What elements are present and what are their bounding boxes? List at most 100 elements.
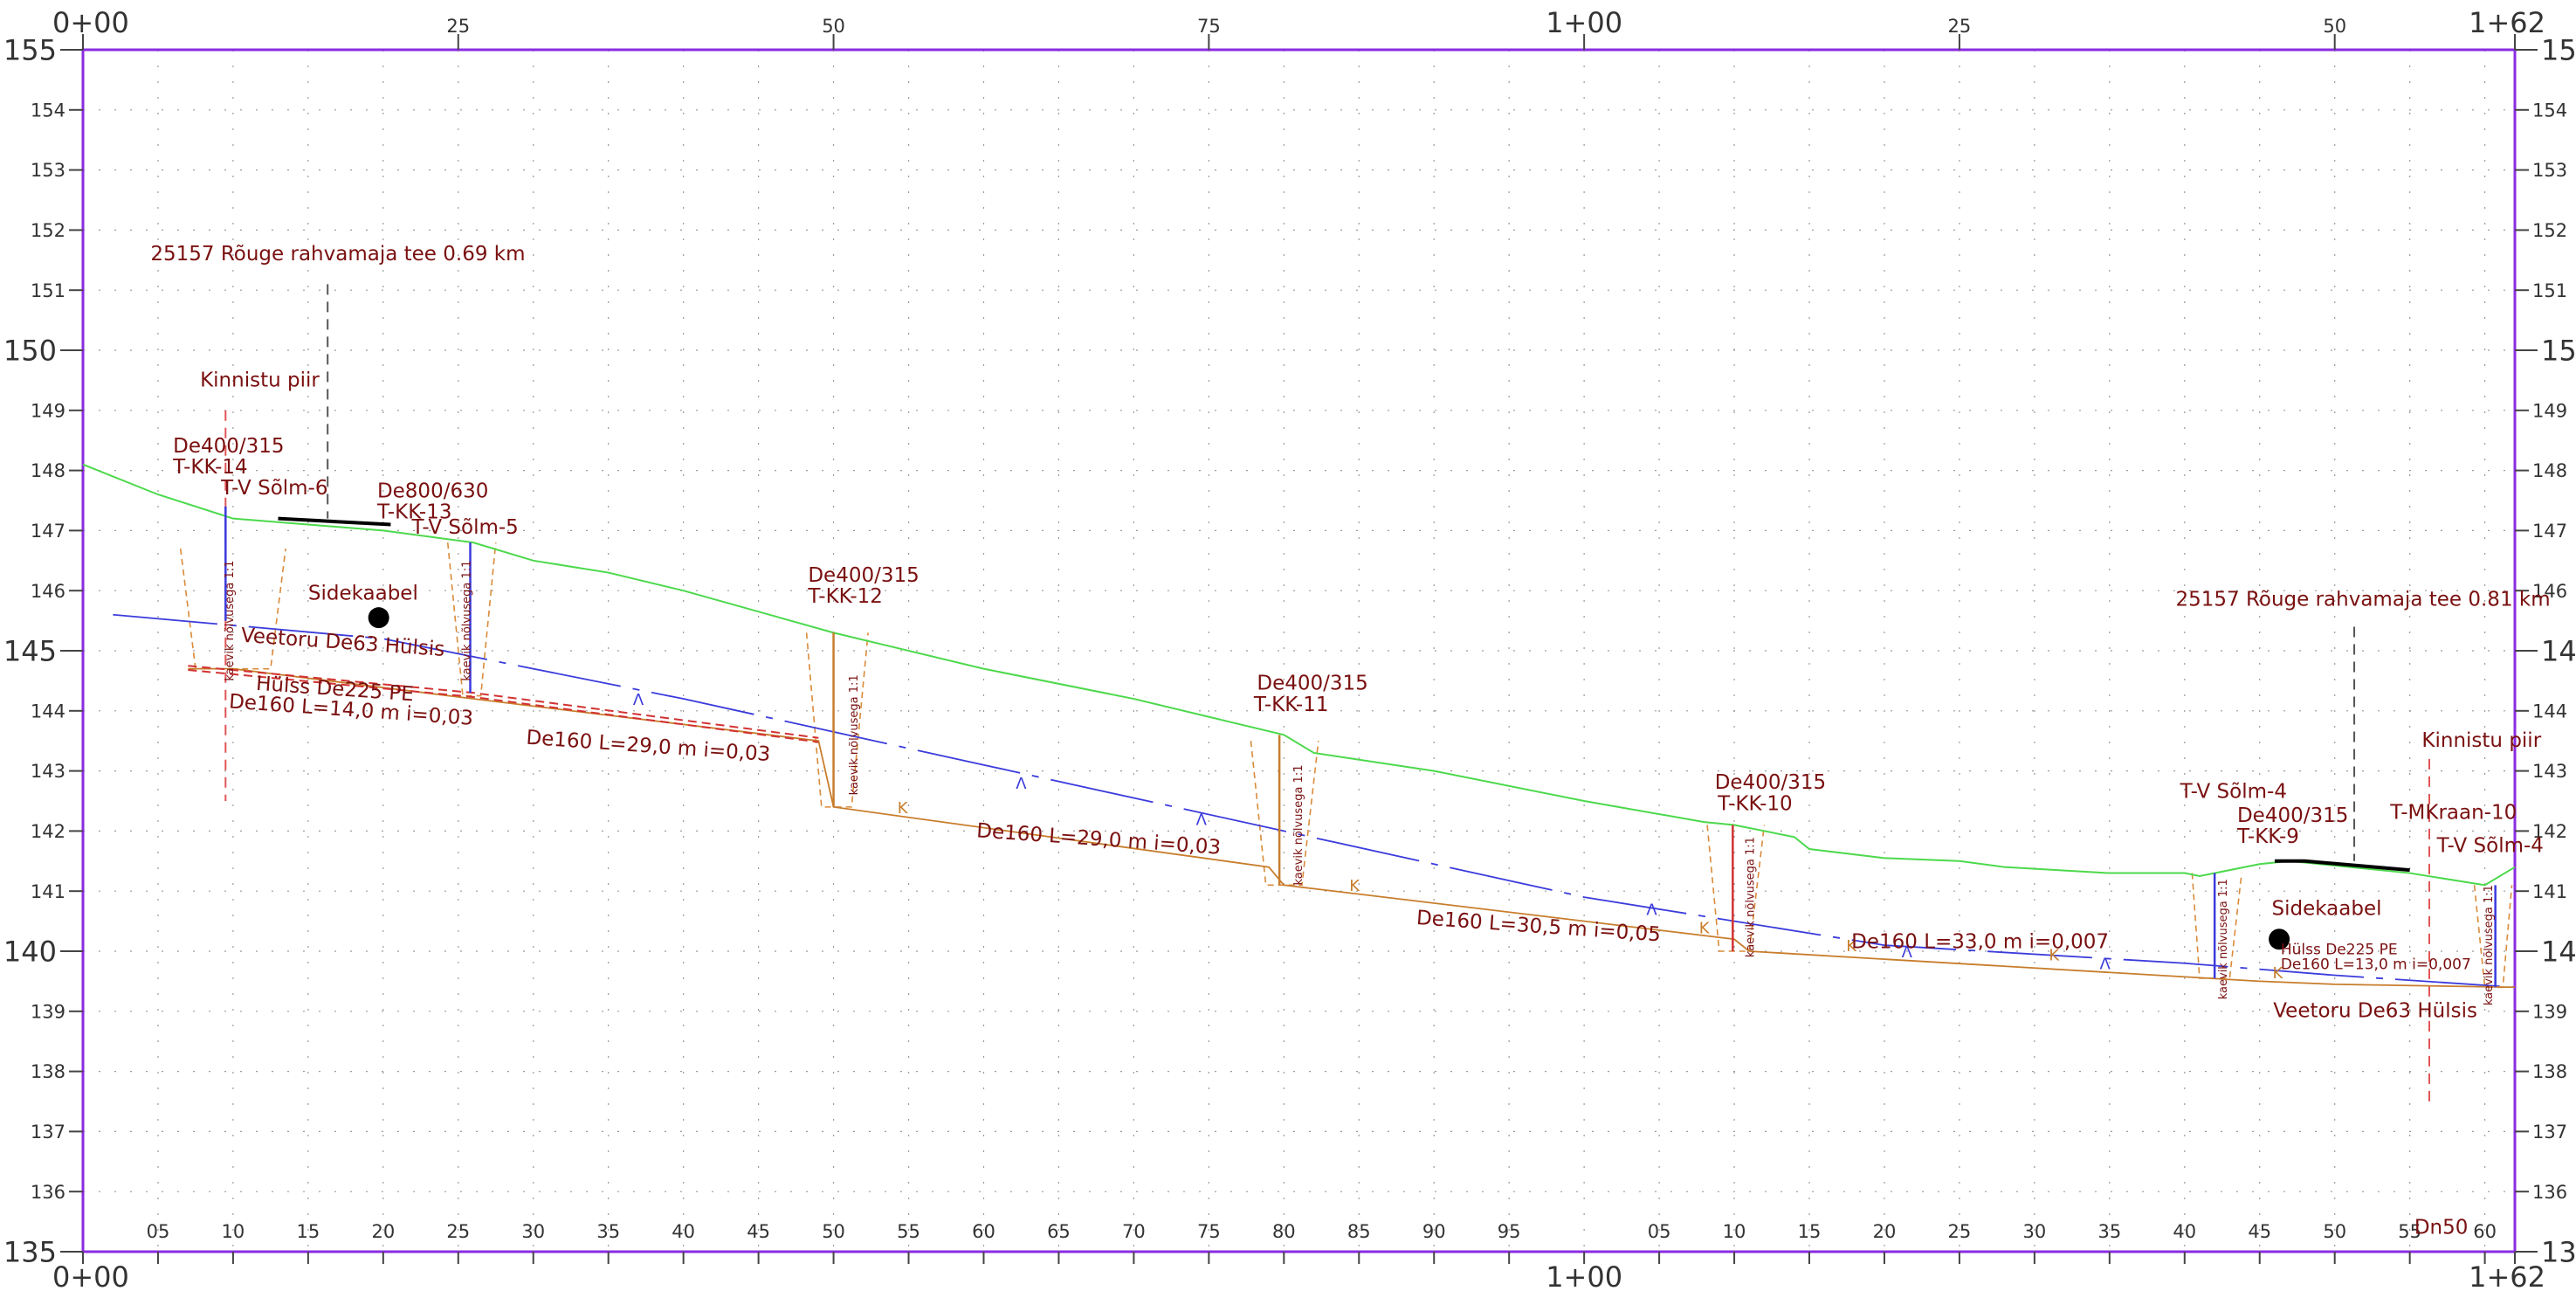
grid [83, 50, 2515, 1252]
station-label-bottom: 1+62 [2469, 1260, 2545, 1291]
elevation-label-right: 153 [2532, 160, 2567, 181]
elevation-label-right: 135 [2541, 1236, 2576, 1269]
sewer-segment-label: De160 L=29,0 m i=0,03 [526, 727, 771, 766]
sewer-segment-label: De160 L=13,0 m i=0,007 [2281, 956, 2471, 974]
flow-mark: Λ [1016, 775, 1027, 793]
station-label-bottom: 1+00 [1546, 1260, 1622, 1291]
road-label: 25157 Rõuge rahvamaja tee 0.81 km [2175, 588, 2550, 611]
flow-mark: K [1349, 877, 1360, 895]
elevation-label-right: 147 [2532, 521, 2567, 542]
station-label-bottom: 75 [1197, 1221, 1221, 1242]
slope-label: kaevik nõlvusega 1:1 [1292, 765, 1305, 886]
axes: 135 135 136 136 137 137 138 138 139 139 140 140 141 1… [3, 6, 2576, 1291]
road-surface [2274, 859, 2410, 873]
cable-conduit-line [188, 665, 819, 739]
excavation-trench [1250, 741, 1319, 887]
flow-mark: Λ [2100, 956, 2111, 974]
station-label-bottom: 45 [747, 1221, 770, 1242]
station-label-bottom: 40 [2173, 1221, 2196, 1242]
station-label-bottom: 05 [1648, 1221, 1671, 1242]
station-label-bottom: 25 [1948, 1221, 1972, 1242]
station-label-bottom: 60 [2473, 1221, 2497, 1242]
station-label-top: 25 [446, 16, 470, 37]
property-boundary-label: Kinnistu piir [2421, 729, 2541, 752]
station-label-top: 50 [2323, 16, 2346, 37]
cable-conduit-line-2 [188, 669, 819, 743]
elevation-label-right: 140 [2541, 935, 2576, 969]
pipe-size-label: De400/315 [808, 564, 919, 587]
elevation-label-left: 153 [31, 160, 65, 181]
station-label-bottom: 15 [1798, 1221, 1822, 1242]
well-id-label: T-KK-9 [2236, 825, 2299, 848]
water-pipe-label: Veetoru De63 Hülsis [2273, 1000, 2477, 1023]
sewer-invert-line [188, 667, 2516, 989]
elevation-label-right: 143 [2532, 761, 2567, 782]
elevation-label-right: 139 [2532, 1001, 2567, 1022]
elevation-label-left: 139 [31, 1001, 65, 1022]
flow-mark: Λ [1646, 901, 1657, 920]
station-label-bottom: 0+00 [52, 1260, 129, 1291]
crane-node-label: T-MKraan-10 [2389, 802, 2517, 825]
station-label-bottom: 90 [1422, 1221, 1446, 1242]
road-label: 25157 Rõuge rahvamaja tee 0.69 km [150, 243, 525, 266]
node-label: T-V Sõlm-4 [2436, 834, 2544, 857]
plot-frame [81, 48, 2517, 1253]
well-id-label: T-KK-10 [1717, 792, 1793, 815]
flow-mark: K [2272, 964, 2283, 983]
elevation-label-right: 148 [2532, 460, 2567, 481]
elevation-label-right: 138 [2532, 1061, 2567, 1082]
sidekaabel-label: Sidekaabel [2272, 898, 2382, 921]
water-pipe-line [113, 613, 2516, 989]
station-label-bottom: 25 [446, 1221, 470, 1242]
elevation-label-left: 152 [31, 220, 65, 241]
sidekaabel-label: Sidekaabel [308, 583, 418, 605]
station-label-top: 75 [1197, 16, 1221, 37]
station-label-bottom: 55 [2398, 1221, 2421, 1242]
well-id-label: T-KK-14 [172, 456, 248, 479]
sidekaabel-marker [368, 607, 389, 629]
elevation-label-left: 143 [31, 761, 65, 782]
slope-label: kaevik nõlvusega 1:1 [461, 561, 474, 681]
station-label-bottom: 70 [1122, 1221, 1146, 1242]
sidekaabel-marker [2269, 929, 2290, 950]
station-label-bottom: 50 [822, 1221, 845, 1242]
elevation-label-right: 142 [2532, 821, 2567, 842]
well-id-label: T-KK-12 [807, 585, 883, 608]
ground-line [82, 463, 2516, 887]
pipe-size-label: De400/315 [1257, 673, 1367, 695]
road-surface [278, 516, 391, 527]
station-label-bottom: 05 [147, 1221, 170, 1242]
elevation-label-right: 155 [2541, 34, 2576, 67]
elevation-label-left: 145 [3, 635, 57, 668]
flow-mark: K [2049, 946, 2060, 964]
station-label-bottom: 45 [2248, 1221, 2271, 1242]
flow-mark: Λ [1902, 943, 1913, 962]
sewer-segment-label: De160 L=33,0 m i=0,007 [1851, 931, 2109, 954]
elevation-label-left: 148 [31, 460, 65, 481]
station-label-top: 50 [822, 16, 845, 37]
elevation-label-left: 146 [31, 581, 65, 602]
elevation-label-left: 141 [31, 881, 65, 902]
elevation-label-right: 152 [2532, 220, 2567, 241]
station-label-bottom: 30 [2023, 1221, 2047, 1242]
pipe-size-label: De400/315 [1715, 771, 1826, 794]
elevation-label-right: 149 [2532, 400, 2567, 421]
station-label-bottom: 65 [1047, 1221, 1071, 1242]
elevation-label-left: 137 [31, 1122, 65, 1143]
station-label-top: 0+00 [52, 6, 129, 39]
station-label-bottom: 80 [1272, 1221, 1296, 1242]
elevation-label-left: 140 [3, 935, 57, 969]
elevation-label-left: 142 [31, 821, 65, 842]
profile-lines [82, 284, 2516, 1108]
station-label-bottom: 30 [521, 1221, 545, 1242]
flow-mark: Λ [1196, 811, 1208, 830]
sewer-segment-label: De160 L=29,0 m i=0,03 [975, 819, 1221, 859]
conduit-label: Hülss De225 PE [2281, 941, 2398, 958]
pipe-size-label: De400/315 [2237, 804, 2348, 827]
property-boundary-label: Kinnistu piir [200, 369, 320, 391]
elevation-label-right: 144 [2532, 701, 2567, 721]
elevation-label-right: 137 [2532, 1122, 2567, 1143]
elevation-label-left: 138 [31, 1061, 65, 1082]
slope-label: kaevik nõlvusega 1:1 [848, 674, 861, 795]
